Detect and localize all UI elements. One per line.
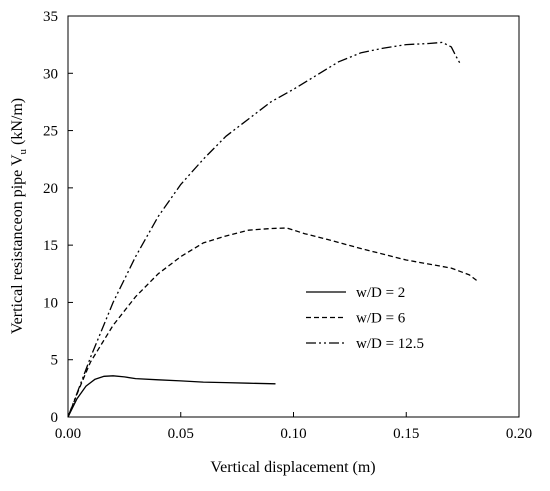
x-tick-label: 0.10 — [280, 426, 306, 442]
x-tick-label: 0.20 — [506, 426, 532, 442]
y-axis-title: Vertical resistanceon pipe Vu (kN/m) — [9, 98, 29, 334]
legend: w/D = 2 w/D = 6 w/D = 12.5 — [306, 285, 424, 352]
x-axis-title: Vertical displacement (m) — [210, 459, 375, 476]
legend-label: w/D = 12.5 — [356, 336, 424, 352]
series-line — [67, 375, 276, 418]
y-tick-label: 15 — [43, 238, 58, 254]
x-tick-label: 0.05 — [168, 426, 194, 442]
x-tick-label: 0.15 — [393, 426, 419, 442]
y-tick-label: 10 — [43, 295, 58, 311]
x-tick-label: 0.00 — [55, 426, 81, 442]
y-axis-ticks: 0 5 10 15 20 25 30 35 — [43, 9, 73, 426]
y-tick-label: 5 — [51, 353, 59, 369]
y-axis-title-subscript: u — [17, 148, 29, 154]
x-axis-ticks: 0.00 0.05 0.10 0.15 0.20 — [55, 412, 532, 442]
y-tick-label: 30 — [43, 66, 58, 82]
series-lines — [67, 41, 479, 418]
y-tick-label: 20 — [43, 181, 58, 197]
series-line — [67, 227, 479, 418]
y-tick-label: 25 — [43, 124, 58, 140]
y-tick-label: 0 — [51, 410, 59, 426]
legend-label: w/D = 6 — [356, 311, 406, 327]
legend-label: w/D = 2 — [356, 285, 405, 301]
series-line — [67, 41, 461, 418]
plot-area — [67, 15, 520, 418]
y-axis-title-unit: (kN/m) — [9, 98, 26, 149]
y-tick-label: 35 — [43, 9, 58, 25]
y-axis-title-main: Vertical resistanceon pipe V — [9, 154, 26, 334]
